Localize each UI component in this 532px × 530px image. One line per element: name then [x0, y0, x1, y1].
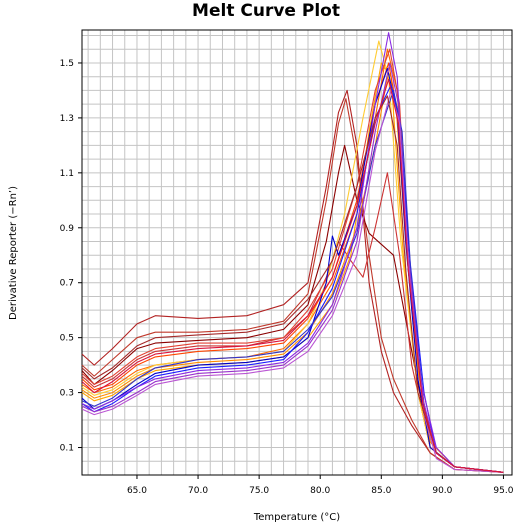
- x-tick-label: 85.0: [371, 486, 391, 496]
- chart-title: Melt Curve Plot: [192, 1, 340, 21]
- y-tick-label: 0.7: [60, 279, 74, 289]
- x-tick-label: 90.0: [432, 486, 452, 496]
- plot-area-frame: [81, 29, 513, 476]
- series-line-13: [81, 89, 504, 473]
- series-line-15: [81, 62, 504, 473]
- x-axis-ticks: 65.0 70.0 75.0 80.0 85.0 90.0 95.0: [127, 475, 514, 496]
- series-line-7: [81, 62, 504, 473]
- series-line-4: [81, 172, 504, 473]
- y-tick-label: 0.1: [60, 444, 74, 454]
- y-tick-label: 1.1: [60, 169, 74, 179]
- series-line-6: [81, 76, 504, 473]
- series-line-2: [81, 98, 504, 473]
- series-line-8: [81, 40, 504, 473]
- series-line-1: [81, 89, 504, 473]
- x-tick-label: 80.0: [310, 486, 330, 496]
- x-axis-label: Temperature (°C): [253, 512, 340, 523]
- series-line-5: [81, 48, 504, 473]
- y-tick-label: 0.9: [60, 224, 75, 234]
- y-axis-ticks: 0.1 0.3 0.5 0.7 0.9 1.1 1.3 1.5: [60, 59, 82, 454]
- series-line-9: [81, 62, 504, 473]
- x-tick-label: 95.0: [493, 486, 513, 496]
- series-line-12: [81, 84, 504, 473]
- series-line-18: [81, 78, 504, 473]
- x-tick-label: 70.0: [188, 486, 208, 496]
- y-tick-label: 0.3: [60, 389, 74, 399]
- series-line-10: [81, 48, 504, 473]
- series-line-3: [81, 144, 504, 473]
- series-line-16: [81, 89, 504, 473]
- series-line-17: [81, 95, 504, 473]
- x-tick-label: 65.0: [127, 486, 147, 496]
- y-axis-label: Derivative Reporter (−Rn’): [8, 186, 19, 320]
- y-tick-label: 1.3: [60, 114, 74, 124]
- series-line-11: [81, 67, 504, 473]
- x-tick-label: 75.0: [249, 486, 269, 496]
- y-tick-label: 1.5: [60, 59, 74, 69]
- series-group: [81, 32, 504, 473]
- grid: [82, 30, 512, 476]
- y-tick-label: 0.5: [60, 334, 74, 344]
